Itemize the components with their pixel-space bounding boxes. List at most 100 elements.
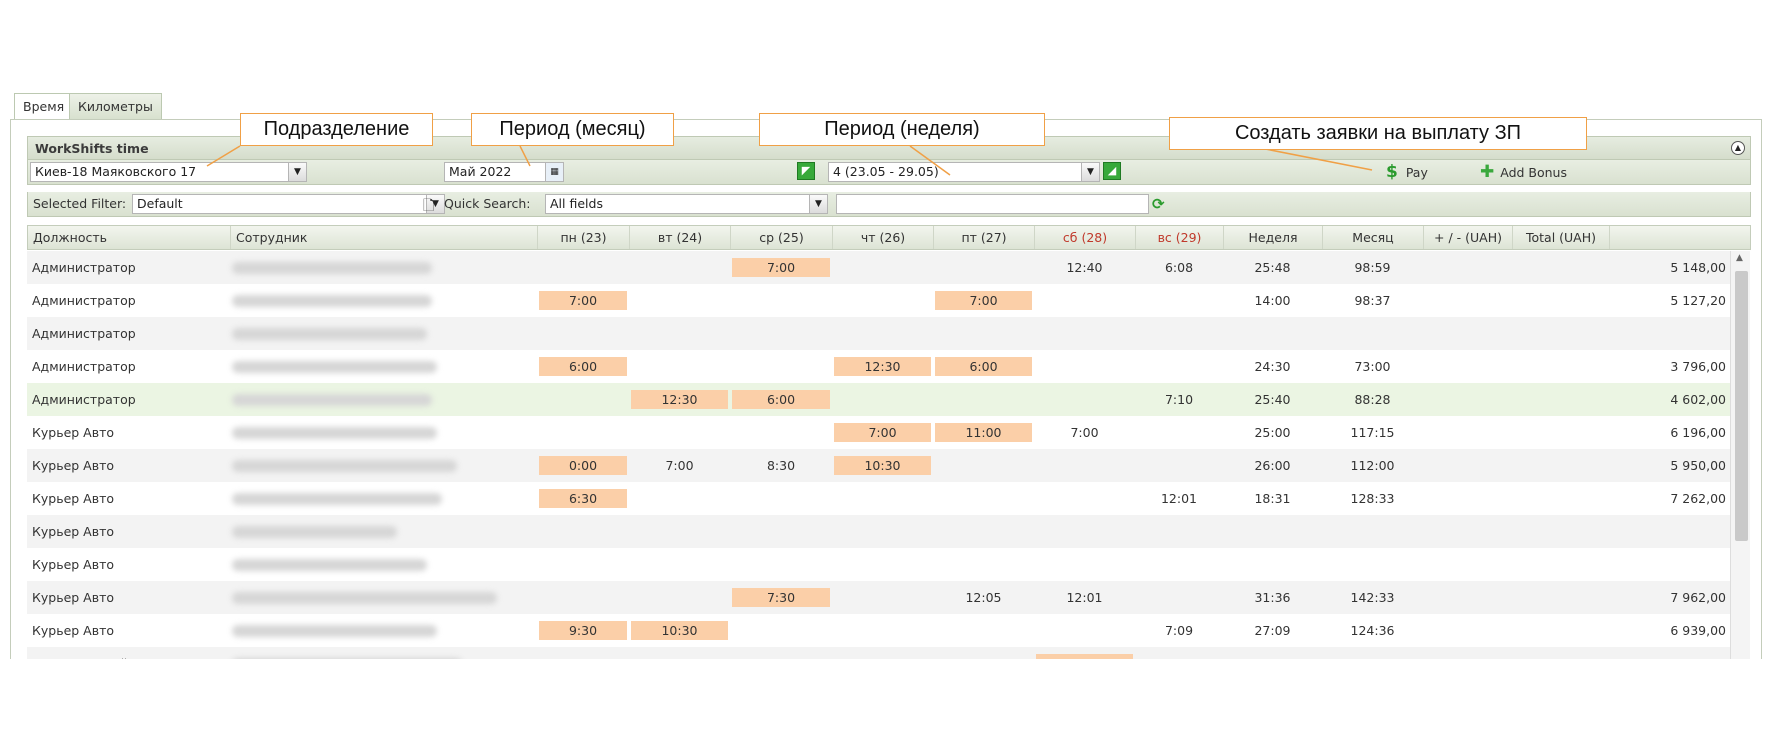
col-tue-header[interactable]: вт (24) [630, 226, 731, 249]
day-cell[interactable]: 7:00 [935, 291, 1032, 310]
calendar-icon[interactable]: ▦ [545, 163, 563, 181]
day-cell[interactable]: 6:00 [732, 390, 830, 409]
day-cell[interactable]: 6:30 [539, 489, 627, 508]
table-row[interactable]: Курьер Авто 7:00 11:00 7:00 25:00 117:15 6 196… [27, 416, 1730, 449]
day-cell[interactable]: 8:30 [766, 458, 796, 473]
day-cell[interactable]: 12:30 [834, 357, 931, 376]
quick-search-input[interactable] [836, 194, 1149, 214]
scroll-up-icon[interactable]: ▲ [1736, 253, 1743, 263]
table-row[interactable]: Курьер Авто 6:30 12:01 18:31 128:33 7 262,00 [27, 482, 1730, 515]
total-cell: 6 939,00 [1670, 623, 1726, 638]
month-total-cell: 73:00 [1354, 359, 1391, 374]
day-cell[interactable]: 7:09 [1164, 623, 1194, 638]
quick-search-field-select[interactable]: All fields ▼ [545, 194, 828, 214]
day-cell[interactable]: 12:30 [631, 390, 728, 409]
tab-kilometers[interactable]: Километры [69, 93, 162, 119]
table-row[interactable]: Курьер Авто 0:00 7:00 8:30 10:30 26:00 112:00 5… [27, 449, 1730, 482]
employee-name-redacted [232, 427, 437, 439]
table-row[interactable]: Курьер Авто [27, 548, 1730, 581]
table-row[interactable]: Администратор 7:00 7:00 14:00 98:37 5 127,20 [27, 284, 1730, 317]
day-cell[interactable]: 7:00 [834, 423, 931, 442]
day-cell[interactable]: 7:00 [539, 291, 627, 310]
day-cell[interactable]: 12:01 [1160, 491, 1198, 506]
day-cell[interactable]: 7:00 [1070, 425, 1099, 440]
day-cell[interactable]: 6:00 [935, 357, 1032, 376]
callout-line-month [519, 145, 531, 167]
position-cell: Администратор [32, 260, 136, 275]
filter-manage-icon[interactable]: 🗋 [423, 198, 435, 214]
day-cell[interactable]: 7:00 [665, 458, 694, 473]
col-sun-header[interactable]: вс (29) [1136, 226, 1224, 249]
tab-time[interactable]: Время [14, 93, 74, 119]
cut-area [0, 659, 1770, 729]
week-total-cell: 25:00 [1254, 425, 1291, 440]
scrollbar-thumb[interactable] [1735, 271, 1748, 541]
table-row[interactable]: Администратор 7:00 12:40 6:08 25:48 98:59 5 14… [27, 251, 1730, 284]
table-row[interactable]: Курьер Авто 7:30 12:05 12:01 31:36 142:33 7 96… [27, 581, 1730, 614]
day-cell[interactable]: 10:30 [631, 621, 728, 640]
total-cell: 3 796,00 [1670, 359, 1726, 374]
position-cell: Администратор [32, 326, 136, 341]
employee-name-redacted [232, 559, 427, 571]
day-cell[interactable]: 6:00 [539, 357, 627, 376]
employee-name-redacted [232, 526, 397, 538]
table-row[interactable]: Курьер Авто [27, 515, 1730, 548]
chevron-down-icon[interactable]: ▼ [1081, 163, 1099, 181]
table-row[interactable]: Администратор 6:00 12:30 6:00 24:30 73:00 3 79… [27, 350, 1730, 383]
day-cell[interactable]: 11:00 [935, 423, 1032, 442]
day-cell[interactable]: 12:01 [1066, 590, 1103, 605]
col-month-header[interactable]: Месяц [1323, 226, 1424, 249]
col-fri-header[interactable]: пт (27) [934, 226, 1035, 249]
total-cell: 7 962,00 [1670, 590, 1726, 605]
col-total-header[interactable]: Total (UAH) [1513, 226, 1610, 249]
table-row[interactable]: Курьер Авто 9:30 10:30 7:09 27:09 124:36 6 939… [27, 614, 1730, 647]
chevron-down-icon[interactable]: ▼ [288, 163, 306, 181]
refresh-icon[interactable]: ⟳ [1152, 195, 1165, 213]
prev-week-icon[interactable]: ◤ [797, 162, 815, 180]
next-week-icon[interactable]: ◢ [1103, 162, 1121, 180]
day-cell[interactable]: 9:30 [539, 621, 627, 640]
chevron-down-icon[interactable]: ▼ [809, 195, 827, 213]
col-mon-header[interactable]: пн (23) [538, 226, 630, 249]
add-bonus-button[interactable]: ✚ Add Bonus [1480, 161, 1567, 183]
day-cell[interactable]: 10:30 [834, 456, 931, 475]
col-week-header[interactable]: Неделя [1224, 226, 1323, 249]
week-total-cell: 18:31 [1254, 491, 1291, 506]
col-delta-header[interactable]: + / - (UAH) [1424, 226, 1513, 249]
filter-value: Default [137, 196, 183, 211]
employee-name-redacted [232, 625, 437, 637]
employee-name-redacted [232, 328, 427, 340]
callout-line-week [909, 145, 951, 176]
total-cell: 5 950,00 [1670, 458, 1726, 473]
col-employee-header[interactable]: Сотрудник [231, 226, 538, 249]
vertical-scrollbar[interactable]: ▲ [1730, 251, 1750, 659]
day-cell[interactable]: 6:08 [1164, 260, 1194, 275]
week-select[interactable]: 4 (23.05 - 29.05) ▼ [828, 162, 1100, 182]
position-cell: Администратор [32, 359, 136, 374]
month-picker[interactable]: Май 2022 ▦ [444, 162, 564, 182]
day-cell[interactable]: 7:00 [732, 258, 830, 277]
table-row[interactable]: Администратор [27, 317, 1730, 350]
week-total-cell: 14:00 [1254, 293, 1291, 308]
day-cell[interactable]: 12:40 [1066, 260, 1103, 275]
day-cell[interactable]: 12:05 [965, 590, 1002, 605]
pay-button[interactable]: $ Pay [1386, 161, 1428, 183]
table-row[interactable]: Администратор 12:30 6:00 7:10 25:40 88:28 4 60… [27, 383, 1730, 416]
callout-line-pay [1249, 145, 1373, 171]
col-position-header[interactable]: Должность [28, 226, 231, 249]
collapse-icon[interactable]: ▲ [1731, 141, 1745, 155]
col-wed-header[interactable]: ср (25) [731, 226, 833, 249]
division-select[interactable]: Киев-18 Маяковского 17 ▼ [30, 162, 307, 182]
day-cell[interactable]: 0:00 [539, 456, 627, 475]
chevron-down-icon[interactable]: ▼ [426, 195, 444, 213]
toolbar-filter: Selected Filter: Default ▼ 🗋 Quick Searc… [27, 192, 1751, 217]
toolbar-period: Киев-18 Маяковского 17 ▼ Май 2022 ▦ ◤ 4 … [27, 160, 1751, 185]
panel-title: WorkShifts time [35, 141, 149, 156]
col-thu-header[interactable]: чт (26) [833, 226, 934, 249]
filter-select[interactable]: Default ▼ [132, 194, 445, 214]
day-cell[interactable]: 7:30 [732, 588, 830, 607]
col-sat-header[interactable]: сб (28) [1035, 226, 1136, 249]
day-cell[interactable]: 7:10 [1164, 392, 1194, 407]
add-bonus-label: Add Bonus [1500, 165, 1567, 180]
